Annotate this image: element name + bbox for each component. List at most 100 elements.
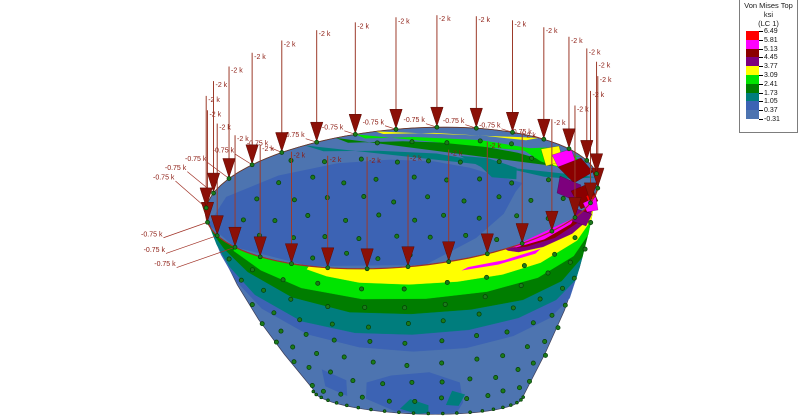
mesh-node-dot [463, 232, 469, 238]
rim-node-dot [393, 126, 399, 132]
mesh-node-dot [386, 398, 392, 404]
mesh-node-dot [329, 321, 335, 327]
mesh-node-dot [272, 218, 278, 224]
point-load-label: -2 k [357, 23, 369, 30]
rim-node-dot [249, 162, 255, 168]
edge-node-tick [501, 405, 505, 410]
load-arrow-head [284, 243, 299, 264]
load-arrow-head [583, 182, 598, 203]
edge-load-leader [165, 235, 218, 254]
point-load-label: -2 k [369, 158, 381, 165]
mesh-node-dot [350, 378, 356, 384]
load-arrow-head [275, 132, 289, 153]
mesh-node-dot [359, 286, 365, 292]
rim-node-dot [584, 158, 590, 163]
point-load-label: -2 k [546, 28, 558, 35]
stress-band-teal [445, 390, 466, 406]
legend-tick [759, 101, 763, 103]
load-arrow-head [210, 215, 224, 236]
load-arrow-head [389, 109, 403, 130]
mesh-node-dot [361, 194, 367, 199]
legend-tick [759, 83, 763, 85]
mesh-node-dot [582, 246, 588, 252]
edge-load-leader [163, 221, 208, 239]
point-load-label: -2 k [600, 77, 612, 84]
edge-node-tick [319, 395, 323, 400]
point-load-label: -2 k [284, 41, 296, 48]
mesh-node-dot [411, 174, 417, 180]
load-arrow-head [360, 248, 374, 269]
mesh-node-dot [380, 381, 386, 387]
edge-load-label: -0.75 k [144, 247, 166, 254]
edge-load-label: -0.75 k [510, 129, 532, 136]
mesh-node-dot [310, 255, 316, 261]
mesh-node-dot [331, 337, 337, 343]
edge-node-tick [356, 405, 361, 410]
mesh-node-dot [427, 234, 433, 240]
mesh-node-dot [509, 180, 515, 186]
edge-node-tick [515, 400, 519, 405]
mesh-node-dot [273, 339, 279, 345]
mesh-node-dot [509, 141, 514, 147]
point-load-label: -2 k [231, 68, 243, 75]
point-load-label: -2 k [599, 63, 611, 70]
load-arrow-head [401, 246, 415, 267]
rim-node-dot [566, 146, 572, 152]
mesh-node-dot [485, 393, 491, 399]
point-load-label: -2 k [593, 92, 605, 99]
rim-node-dot [211, 190, 216, 196]
mesh-node-dot [545, 270, 551, 276]
load-arrow-head [199, 187, 213, 208]
point-load-label: -2 k [589, 49, 601, 56]
load-arrow-head [469, 107, 483, 129]
edge-node-tick [397, 410, 401, 415]
load-arrow-head [537, 118, 551, 140]
mesh-node-dot [477, 176, 483, 182]
rim-node-dot [510, 129, 515, 135]
edge-load-label: -0.75 k [443, 118, 465, 125]
mesh-node-dot [496, 194, 502, 200]
legend-tick [759, 92, 763, 94]
mesh-node-dot [494, 237, 500, 243]
mesh-node-dot [315, 280, 321, 286]
mesh-node-dot [375, 256, 381, 262]
mesh-node-dot [555, 325, 561, 331]
legend-swatch [746, 48, 759, 58]
legend-value: 4.45 [764, 54, 778, 62]
point-load-label: -2 k [208, 97, 220, 104]
legend-swatch [746, 75, 759, 84]
point-load-label: -2 k [577, 106, 589, 113]
mesh-node-dot [518, 283, 524, 288]
mesh-node-dot [409, 379, 415, 385]
load-arrow-head [321, 247, 335, 268]
edge-node-tick [468, 410, 472, 414]
mesh-node-dot [376, 212, 382, 218]
rim-node-dot [205, 219, 210, 225]
rim-node-dot [232, 244, 238, 250]
mesh-node-dot [341, 354, 347, 360]
mesh-node-dot [500, 353, 506, 359]
edge-load-leader [207, 162, 230, 179]
rim-node-dot [314, 139, 320, 145]
load-arrow-head [568, 197, 582, 218]
legend-swatch [746, 57, 759, 67]
mesh-node-dot [226, 256, 232, 262]
load-arrow-head [480, 233, 494, 254]
point-load-label: -2 k [319, 31, 331, 38]
mesh-node-dot [500, 388, 506, 394]
edge-load-label: -0.75 k [363, 119, 385, 126]
stress-band-blue-mid-inner [208, 159, 523, 267]
mesh-node-dot [528, 197, 534, 203]
edge-load-label: -0.75 k [322, 124, 344, 131]
legend-swatch [746, 110, 759, 119]
mesh-node-dot [240, 217, 246, 223]
mesh-node-dot [291, 235, 296, 241]
rim-node-dot [352, 131, 358, 137]
edge-node-tick [382, 409, 387, 413]
mesh-node-dot [439, 395, 444, 401]
point-load-label: -2 k [330, 157, 342, 164]
edge-load-label: -0.75 k [283, 132, 305, 139]
edge-load-label: -0.75 k [404, 117, 426, 124]
rim-node-dot [588, 200, 593, 206]
